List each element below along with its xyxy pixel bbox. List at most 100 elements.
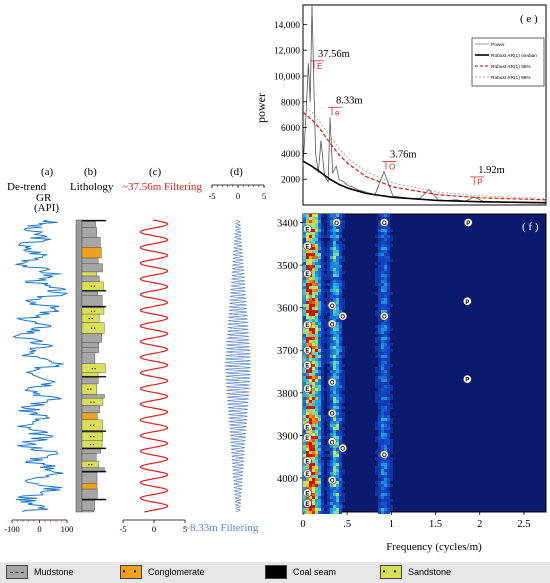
heatmap-cell (387, 355, 390, 358)
heatmap-cell (381, 367, 384, 370)
heatmap-cell (303, 283, 306, 286)
sandstone-dots: • • (91, 310, 96, 315)
heatmap-cell (315, 511, 318, 514)
heatmap-cell (312, 337, 315, 340)
heatmap-cell (339, 427, 342, 430)
heatmap-cell (336, 310, 339, 313)
heatmap-cell (378, 295, 381, 298)
filter-d-tick-label-2: 5 (262, 191, 266, 201)
heatmap-cell (321, 487, 324, 490)
heatmap-cell (375, 472, 378, 475)
heatmap-cell (330, 421, 333, 424)
heatmap-cell (375, 274, 378, 277)
heatmap-cell (327, 229, 330, 232)
heatmap-cell (330, 430, 333, 433)
lithology-title: Lithology (70, 181, 114, 193)
heatmap-cell (336, 451, 339, 454)
heatmap-cell (315, 430, 318, 433)
heatmap-cell (381, 235, 384, 238)
depth-tick-label-3: 3700 (277, 346, 298, 357)
heatmap-cell (321, 496, 324, 499)
heatmap-cell (378, 442, 381, 445)
heatmap-cell (375, 271, 378, 274)
heatmap-cell (309, 337, 312, 340)
wavelet-heatmap-frame (302, 213, 547, 513)
heatmap-cell (330, 343, 333, 346)
heatmap-cell (333, 391, 336, 394)
heatmap-cell (306, 415, 309, 418)
heatmap-cell (315, 319, 318, 322)
heatmap-cell (384, 247, 387, 250)
filter-c-tick-label-0: -5 (119, 524, 126, 534)
heatmap-cell (321, 274, 324, 277)
heatmap-cell (378, 367, 381, 370)
heatmap-cell (321, 358, 324, 361)
heatmap-cell (321, 409, 324, 412)
heatmap-marker-letter-14: O (330, 381, 335, 387)
heatmap-cell (315, 499, 318, 502)
heatmap-cell (318, 226, 321, 229)
heatmap-cell (315, 310, 318, 313)
heatmap-cell (342, 385, 345, 388)
heatmap-cell (327, 421, 330, 424)
heatmap-cell (330, 220, 333, 223)
heatmap-cell (321, 244, 324, 247)
heatmap-cell (312, 262, 315, 265)
heatmap-cell (324, 358, 327, 361)
heatmap-cell (303, 286, 306, 289)
heatmap-cell (387, 493, 390, 496)
heatmap-cell (339, 241, 342, 244)
heatmap-cell (315, 247, 318, 250)
heatmap-cell (318, 352, 321, 355)
heatmap-cell (312, 451, 315, 454)
heatmap-cell (339, 406, 342, 409)
heatmap-cell (312, 391, 315, 394)
heatmap-cell (381, 229, 384, 232)
heatmap-cell (333, 493, 336, 496)
heatmap-cell (321, 391, 324, 394)
heatmap-cell (330, 283, 333, 286)
heatmap-cell (342, 220, 345, 223)
filter-d-title: ~8.33m Filtering (184, 522, 259, 534)
heatmap-cell (318, 463, 321, 466)
heatmap-cell (303, 418, 306, 421)
heatmap-cell (315, 346, 318, 349)
heatmap-cell (306, 277, 309, 280)
heatmap-cell (327, 241, 330, 244)
filter-d-tick-label-0: -5 (208, 191, 215, 201)
heatmap-cell (339, 424, 342, 427)
heatmap-cell (333, 463, 336, 466)
heatmap-cell (321, 505, 324, 508)
heatmap-cell (381, 250, 384, 253)
heatmap-cell (384, 241, 387, 244)
heatmap-cell (318, 460, 321, 463)
heatmap-cell (309, 334, 312, 337)
heatmap-cell (309, 487, 312, 490)
heatmap-cell (318, 376, 321, 379)
heatmap-cell (303, 487, 306, 490)
heatmap-cell (309, 304, 312, 307)
heatmap-cell (309, 343, 312, 346)
lithology-layer (81, 377, 99, 385)
heatmap-cell (318, 451, 321, 454)
heatmap-cell (378, 490, 381, 493)
heatmap-cell (327, 226, 330, 229)
heatmap-cell (387, 448, 390, 451)
heatmap-cell (381, 319, 384, 322)
heatmap-cell (321, 445, 324, 448)
heatmap-cell (324, 220, 327, 223)
heatmap-cell (330, 259, 333, 262)
heatmap-cell (378, 388, 381, 391)
heatmap-cell (306, 394, 309, 397)
heatmap-cell (306, 235, 309, 238)
heatmap-cell (315, 358, 318, 361)
heatmap-cell (378, 235, 381, 238)
heatmap-cell (339, 235, 342, 238)
heatmap-cell (315, 316, 318, 319)
legend-conglomerate-label: Conglomerate (148, 567, 205, 577)
heatmap-cell (303, 367, 306, 370)
heatmap-cell (342, 352, 345, 355)
heatmap-cell (303, 250, 306, 253)
heatmap-cell (327, 490, 330, 493)
heatmap-cell (312, 214, 315, 217)
